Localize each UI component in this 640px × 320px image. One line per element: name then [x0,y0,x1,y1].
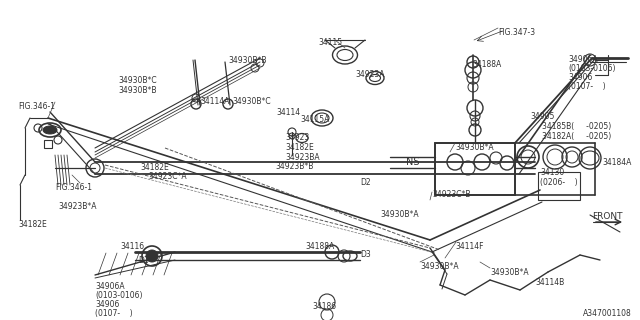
Text: 34930B*B: 34930B*B [228,56,266,65]
Text: 34114B: 34114B [535,278,564,287]
Text: 34906A: 34906A [568,55,598,64]
Text: 34906: 34906 [568,73,593,82]
Text: 34923C*B: 34923C*B [432,190,470,199]
Text: 34130: 34130 [540,168,564,177]
Text: D1: D1 [138,256,148,265]
Text: 34188A: 34188A [472,60,501,69]
Text: 34186: 34186 [312,302,336,311]
Bar [44,140,52,148]
Text: 34923B*A: 34923B*A [58,202,97,211]
Text: (0206-    ): (0206- ) [540,178,578,187]
Text: 34923A: 34923A [355,70,385,79]
Text: 34115: 34115 [318,38,342,47]
Text: 34114: 34114 [276,108,300,117]
Text: D2: D2 [360,178,371,187]
Text: NS: NS [406,157,419,167]
Text: 34906A: 34906A [95,282,125,291]
Text: 34930B*C: 34930B*C [118,76,157,85]
Text: FIG.346-1: FIG.346-1 [18,102,55,111]
Text: 34182A(     -0205): 34182A( -0205) [542,132,611,141]
Text: 34114F: 34114F [455,242,483,251]
Bar [435,143,515,195]
Text: (0103-0106): (0103-0106) [568,64,616,73]
Text: 34930B*A: 34930B*A [380,210,419,219]
Text: FIG.346-1: FIG.346-1 [55,183,92,192]
Text: 34184A: 34184A [602,158,632,167]
Text: 34182E: 34182E [18,220,47,229]
Text: 34185B(     -0205): 34185B( -0205) [542,122,611,131]
Text: 34930B*A: 34930B*A [455,143,493,152]
Bar [435,143,515,195]
Text: FIG.347-3: FIG.347-3 [498,28,535,37]
Text: 34182E: 34182E [285,143,314,152]
Text: (0103-0106): (0103-0106) [95,291,143,300]
Text: 34930B*A: 34930B*A [490,268,529,277]
Text: (0107-    ): (0107- ) [95,309,132,318]
Text: 34923: 34923 [285,133,309,142]
Text: A347001108: A347001108 [583,309,632,318]
Text: (0107-    ): (0107- ) [568,82,605,91]
Text: 34115A: 34115A [300,115,330,124]
Text: 34930B*C: 34930B*C [232,97,271,106]
Text: 34930B*A: 34930B*A [420,262,459,271]
Text: 34182E: 34182E [140,163,169,172]
Text: 34906: 34906 [95,300,120,309]
Text: 34923BA: 34923BA [285,153,319,162]
Text: D3: D3 [360,250,371,259]
Bar [538,172,580,200]
Text: 34116: 34116 [120,242,144,251]
Circle shape [146,250,158,262]
Text: 34905: 34905 [530,112,554,121]
Text: 34114A: 34114A [200,97,229,106]
Text: 34930B*B: 34930B*B [118,86,157,95]
Text: FRONT: FRONT [592,212,623,221]
Ellipse shape [43,126,57,134]
Text: 34188A: 34188A [305,242,334,251]
Text: 34923C*A: 34923C*A [148,172,187,181]
Text: 34923B*B: 34923B*B [275,162,314,171]
